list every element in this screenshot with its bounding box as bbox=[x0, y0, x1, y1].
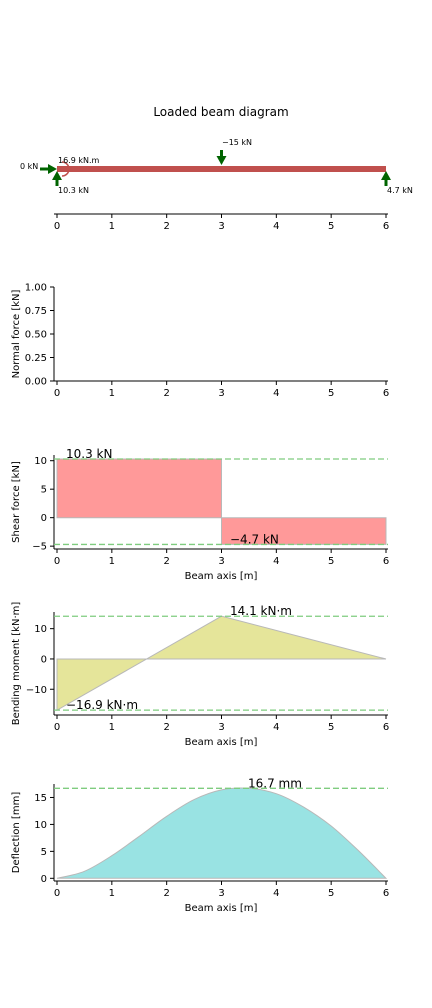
normal-x-tick-label: 0 bbox=[54, 388, 60, 399]
deflection-y-axis-label: Deflection [mm] bbox=[11, 792, 22, 874]
normal-y-tick-label: 0.75 bbox=[25, 306, 47, 317]
normal-x-tick-label: 5 bbox=[328, 388, 334, 399]
normal-x-tick-label: 4 bbox=[273, 388, 279, 399]
beam-panel: 0 kN 16.9 kN.m 10.3 kN −15 kN 4.7 kN 0 1 2 3 4 5 6 bbox=[20, 138, 413, 232]
point-load-arrow-head bbox=[216, 156, 227, 165]
moment-arc-icon bbox=[61, 161, 70, 177]
deflection-x-axis-label: Beam axis [m] bbox=[185, 903, 258, 914]
moment-x-tick-label: 2 bbox=[163, 722, 169, 733]
moment-y-tick-label: −10 bbox=[26, 685, 47, 696]
axial-load-label: 0 kN bbox=[20, 162, 38, 171]
beam-x-tick-label: 2 bbox=[163, 221, 169, 232]
left-reaction-arrow-head bbox=[52, 171, 62, 180]
shear-force-panel: −5 0 5 10 Shear force [kN] 10.3 kN −4.7 kN 0 1 2 3… bbox=[11, 447, 389, 582]
moment-y-tick-label: 0 bbox=[41, 654, 47, 665]
deflection-y-tick-label: 5 bbox=[41, 847, 47, 858]
deflection-x-tick-label: 1 bbox=[109, 888, 115, 899]
shear-x-tick-label: 6 bbox=[383, 556, 389, 567]
deflection-x-tick-label: 3 bbox=[218, 888, 224, 899]
shear-y-tick-label: 5 bbox=[41, 485, 47, 496]
shear-y-axis-label: Shear force [kN] bbox=[11, 461, 22, 543]
beam-bar bbox=[57, 166, 386, 172]
deflection-x-tick-label: 4 bbox=[273, 888, 279, 899]
moment-x-tick-label: 1 bbox=[109, 722, 115, 733]
moment-label: 16.9 kN.m bbox=[58, 156, 100, 165]
normal-x-tick-label: 2 bbox=[163, 388, 169, 399]
shear-max-label: 10.3 kN bbox=[66, 447, 112, 461]
shear-x-tick-label: 0 bbox=[54, 556, 60, 567]
shear-x-tick-label: 5 bbox=[328, 556, 334, 567]
beam-x-tick-label: 3 bbox=[218, 221, 224, 232]
shear-x-tick-label: 4 bbox=[273, 556, 279, 567]
normal-x-tick-label: 1 bbox=[109, 388, 115, 399]
shear-x-tick-label: 3 bbox=[218, 556, 224, 567]
beam-x-tick-label: 4 bbox=[273, 221, 279, 232]
left-reaction-label: 10.3 kN bbox=[58, 186, 89, 195]
beam-x-tick-label: 1 bbox=[109, 221, 115, 232]
deflection-y-tick-label: 0 bbox=[41, 874, 47, 885]
shear-y-tick-label: 0 bbox=[41, 513, 47, 524]
axial-load-arrow-head bbox=[48, 164, 57, 174]
shear-x-tick-label: 1 bbox=[109, 556, 115, 567]
moment-y-axis-label: Bending moment [kN·m] bbox=[11, 602, 22, 726]
deflection-y-tick-label: 10 bbox=[34, 820, 47, 831]
normal-x-tick-label: 6 bbox=[383, 388, 389, 399]
figure-title: Loaded beam diagram bbox=[153, 105, 288, 119]
moment-min-label: −16.9 kN·m bbox=[66, 698, 138, 712]
normal-x-tick-label: 3 bbox=[218, 388, 224, 399]
shear-x-tick-label: 2 bbox=[163, 556, 169, 567]
beam-x-tick-label: 0 bbox=[54, 221, 60, 232]
deflection-x-tick-label: 0 bbox=[54, 888, 60, 899]
shear-y-tick-label: 10 bbox=[34, 456, 47, 467]
deflection-max-label: 16.7 mm bbox=[248, 776, 302, 790]
moment-x-tick-label: 6 bbox=[383, 722, 389, 733]
deflection-x-tick-label: 2 bbox=[163, 888, 169, 899]
right-reaction-label: 4.7 kN bbox=[387, 186, 413, 195]
normal-y-tick-label: 0.50 bbox=[25, 330, 47, 341]
bending-moment-area bbox=[56, 615, 387, 712]
moment-y-tick-label: 10 bbox=[34, 624, 47, 635]
shear-y-tick-label: −5 bbox=[32, 542, 47, 553]
moment-x-tick-label: 4 bbox=[273, 722, 279, 733]
deflection-x-tick-label: 5 bbox=[328, 888, 334, 899]
moment-x-tick-label: 3 bbox=[218, 722, 224, 733]
beam-x-tick-label: 5 bbox=[328, 221, 334, 232]
deflection-x-tick-label: 6 bbox=[383, 888, 389, 899]
right-reaction-arrow-head bbox=[381, 171, 391, 180]
normal-y-tick-label: 1.00 bbox=[25, 283, 47, 294]
moment-x-tick-label: 0 bbox=[54, 722, 60, 733]
normal-y-axis-label: Normal force [kN] bbox=[11, 290, 22, 379]
deflection-y-tick-label: 15 bbox=[34, 793, 47, 804]
moment-max-label: 14.1 kN·m bbox=[230, 604, 292, 618]
point-load-label: −15 kN bbox=[222, 138, 252, 147]
moment-x-axis-label: Beam axis [m] bbox=[185, 737, 258, 748]
moment-x-tick-label: 5 bbox=[328, 722, 334, 733]
deflection-area bbox=[56, 787, 388, 879]
normal-y-tick-label: 0.00 bbox=[25, 377, 47, 388]
shear-min-label: −4.7 kN bbox=[230, 532, 279, 546]
normal-y-tick-label: 0.25 bbox=[25, 353, 47, 364]
shear-force-area bbox=[56, 458, 387, 545]
shear-x-axis-label: Beam axis [m] bbox=[185, 571, 258, 582]
deflection-panel: 0 5 10 15 Deflection [mm] 16.7 mm 0 1 2 3 4 5 6 Beam … bbox=[11, 776, 389, 914]
beam-x-tick-label: 6 bbox=[383, 221, 389, 232]
